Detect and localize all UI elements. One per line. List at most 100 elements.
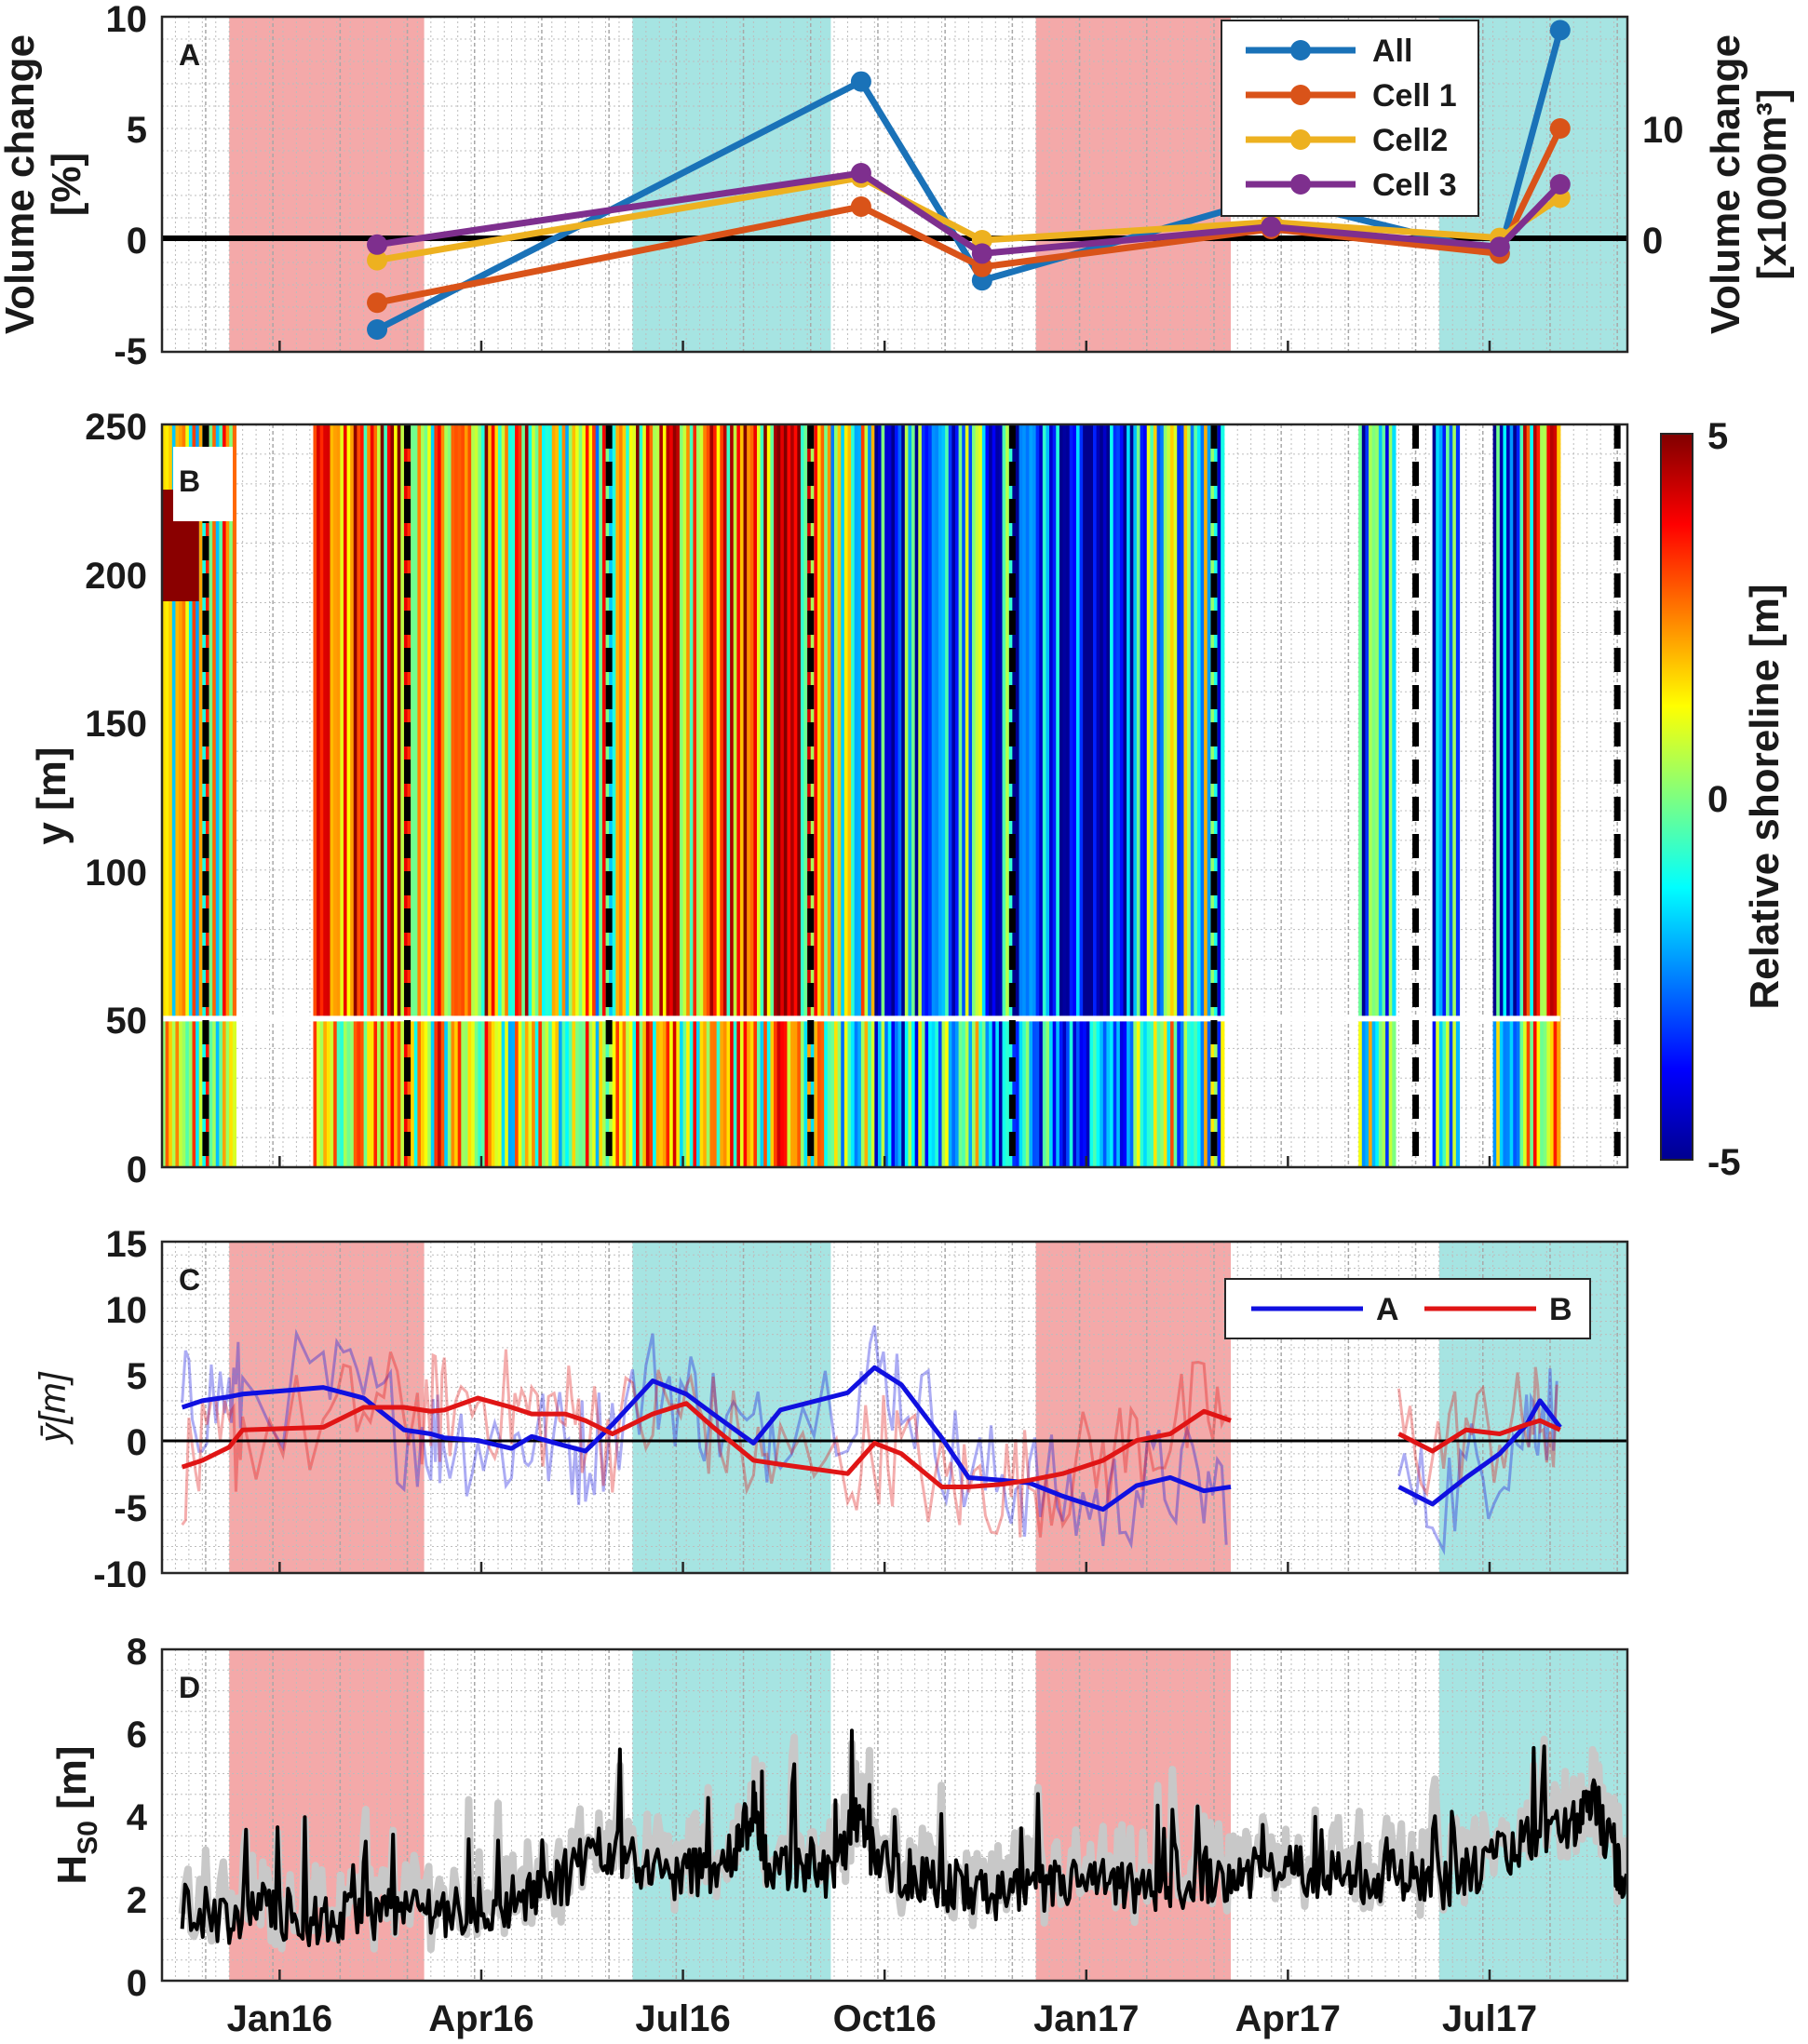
heatmap-cell bbox=[343, 424, 348, 1019]
colorbar-label: Relative shoreline [m] bbox=[1742, 584, 1788, 1009]
heatmap-cell bbox=[645, 1018, 651, 1167]
heatmap-cell bbox=[747, 1018, 751, 1167]
y-axis-label: HS0 [m] bbox=[49, 1745, 103, 1884]
heatmap-cell bbox=[498, 1018, 503, 1167]
heatmap-cell bbox=[162, 424, 167, 1019]
heatmap-cell bbox=[165, 1018, 169, 1167]
heatmap-cell bbox=[1143, 424, 1148, 1019]
heatmap-cell bbox=[1083, 1018, 1087, 1167]
y-axis-label: y [m] bbox=[29, 746, 74, 844]
data-point bbox=[850, 196, 871, 217]
heatmap-cell bbox=[219, 1018, 223, 1167]
heatmap-cell bbox=[669, 1018, 674, 1167]
heatmap-cell bbox=[1503, 424, 1507, 1019]
heatmap-cell bbox=[232, 424, 237, 1019]
heatmap-cell bbox=[222, 424, 227, 1019]
panel-d: D 8 6 4 2 0 HS0 [m] Jan16 Apr16 Jul16 Oct16… bbox=[49, 1632, 1629, 2039]
heatmap-cell bbox=[359, 1018, 365, 1167]
heatmap-cell bbox=[1519, 1018, 1524, 1167]
heatmap-cell bbox=[682, 1018, 687, 1167]
data-point bbox=[971, 243, 992, 264]
y-tick: 250 bbox=[85, 407, 147, 448]
heatmap-cell bbox=[972, 1018, 977, 1167]
heatmap-cell bbox=[326, 1018, 331, 1167]
heatmap-cell bbox=[397, 1018, 401, 1167]
heatmap-cell bbox=[837, 1018, 842, 1167]
heatmap-cell bbox=[451, 424, 455, 1019]
heatmap-cell bbox=[662, 424, 668, 1019]
y-tick: -10 bbox=[93, 1554, 147, 1595]
heatmap-cell bbox=[632, 1018, 637, 1167]
heatmap-cell bbox=[380, 1018, 385, 1167]
heatmap-cell bbox=[1492, 424, 1497, 1019]
heatmap-cell bbox=[622, 424, 627, 1019]
heatmap-cell bbox=[1156, 1018, 1161, 1167]
heatmap-cell bbox=[403, 424, 409, 1019]
heatmap-cell bbox=[1086, 424, 1090, 1019]
heatmap-cell bbox=[854, 424, 858, 1019]
heatmap-cell bbox=[672, 1018, 677, 1167]
heatmap-cell bbox=[317, 424, 321, 1019]
heatmap-cell bbox=[968, 1018, 973, 1167]
heatmap-cell bbox=[1066, 1018, 1071, 1167]
heatmap-cell bbox=[588, 1018, 593, 1167]
heatmap-cell bbox=[1039, 424, 1044, 1019]
heatmap-cell bbox=[545, 1018, 549, 1167]
data-point bbox=[367, 319, 388, 340]
heatmap-cell bbox=[1127, 424, 1131, 1019]
heatmap-cell bbox=[626, 424, 630, 1019]
heatmap-cell bbox=[938, 424, 943, 1019]
heatmap-cell bbox=[538, 1018, 543, 1167]
heatmap-cell bbox=[424, 1018, 428, 1167]
heatmap-cell bbox=[803, 1018, 808, 1167]
heatmap-cell bbox=[830, 1018, 835, 1167]
heatmap-cell bbox=[461, 424, 465, 1019]
panel-a: A 10 5 0 -5 10 0 Volume change [%] Volum… bbox=[0, 0, 1795, 372]
heatmap-cell bbox=[816, 1018, 822, 1167]
heatmap-cell bbox=[1187, 1018, 1192, 1167]
heatmap-cell bbox=[843, 1018, 849, 1167]
heatmap-cell bbox=[1167, 1018, 1171, 1167]
heatmap-cell bbox=[330, 424, 334, 1019]
heatmap-cell bbox=[841, 1018, 845, 1167]
heatmap-cell bbox=[521, 424, 526, 1019]
heatmap-cell bbox=[561, 424, 566, 1019]
heatmap-cell bbox=[384, 424, 388, 1019]
heatmap-cell bbox=[884, 424, 889, 1019]
heatmap-cell bbox=[367, 1018, 371, 1167]
heatmap-cell bbox=[753, 1018, 758, 1167]
heatmap-cell bbox=[447, 1018, 452, 1167]
heatmap-cell bbox=[891, 1018, 896, 1167]
heatmap-cell bbox=[1042, 424, 1047, 1019]
heatmap-cell bbox=[501, 424, 506, 1019]
heatmap-cell bbox=[1388, 1018, 1393, 1167]
heatmap-cell bbox=[774, 424, 778, 1019]
heatmap-cell bbox=[1029, 424, 1033, 1019]
heatmap-cell bbox=[1156, 424, 1161, 1019]
heatmap-cell bbox=[981, 424, 987, 1019]
heatmap-cell bbox=[816, 424, 822, 1019]
heatmap-cell bbox=[484, 424, 489, 1019]
legend-label-b: B bbox=[1549, 1292, 1572, 1327]
heatmap-cell bbox=[1170, 1018, 1175, 1167]
heatmap-cell bbox=[588, 424, 593, 1019]
heatmap-cell bbox=[747, 424, 751, 1019]
heatmap-cell bbox=[215, 1018, 220, 1167]
heatmap-cell bbox=[444, 1018, 449, 1167]
heatmap-cell bbox=[1194, 424, 1198, 1019]
heatmap-cell bbox=[1008, 1018, 1013, 1167]
heatmap-cell bbox=[222, 1018, 227, 1167]
heatmap-cell bbox=[386, 424, 392, 1019]
heatmap-cell bbox=[1089, 1018, 1094, 1167]
heatmap-cell bbox=[575, 424, 580, 1019]
heatmap-cell bbox=[1196, 1018, 1202, 1167]
data-point bbox=[850, 163, 871, 183]
heatmap-cell bbox=[188, 424, 194, 1019]
heatmap-cell bbox=[417, 424, 422, 1019]
heatmap-cell bbox=[874, 1018, 879, 1167]
heatmap-cell bbox=[827, 1018, 832, 1167]
y-axis-ticks: 10 5 0 -5 bbox=[106, 0, 148, 372]
heatmap-cell bbox=[870, 1018, 875, 1167]
heatmap-cell bbox=[394, 1018, 398, 1167]
colorbar: 5 0 -5 Relative shoreline [m] bbox=[1660, 416, 1788, 1183]
